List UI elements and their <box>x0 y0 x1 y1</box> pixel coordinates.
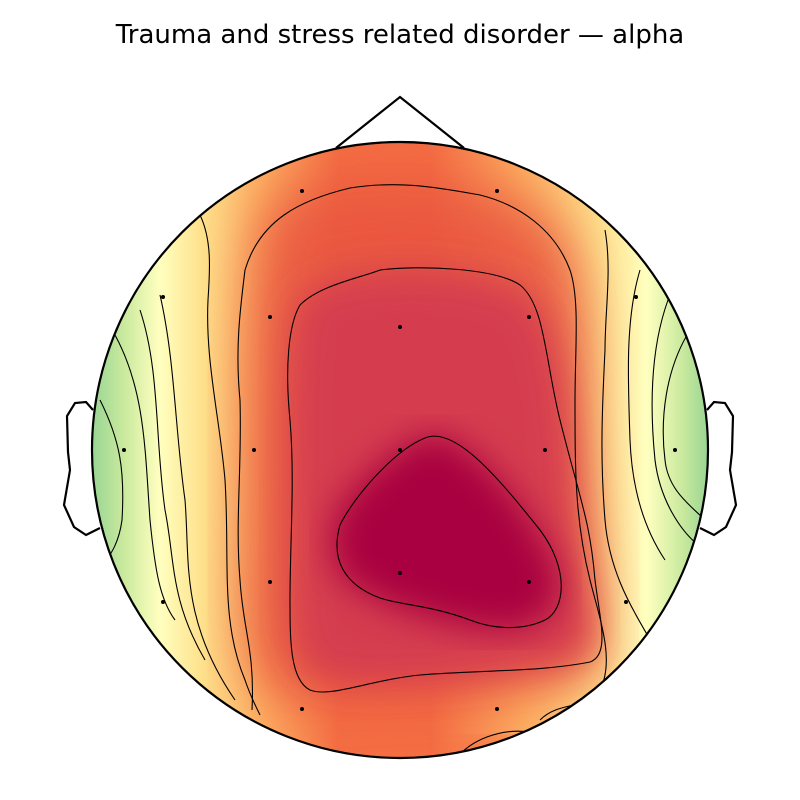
right-ear-outline <box>699 400 738 537</box>
sensor-point <box>624 600 628 604</box>
sensor-point <box>252 448 256 452</box>
contour-edge-left-1 <box>199 214 261 716</box>
figure-title: Trauma and stress related disorder — alp… <box>115 20 685 50</box>
contour-mid <box>237 184 607 721</box>
sensor-point <box>495 707 499 711</box>
nose-outline <box>335 95 465 149</box>
sensor-point <box>398 448 402 452</box>
sensor-point <box>398 325 402 329</box>
sensor-point <box>543 448 547 452</box>
contour-core <box>287 267 603 693</box>
left-ear-outline <box>62 400 101 537</box>
sensor-point <box>527 315 531 319</box>
sensor-point <box>161 295 165 299</box>
contour-edge-left-2 <box>159 294 236 701</box>
head-outline <box>90 140 710 760</box>
sensor-point <box>300 189 304 193</box>
sensor-point <box>268 580 272 584</box>
contour-edge-right-2 <box>627 269 666 561</box>
sensor-point <box>673 448 677 452</box>
color-field <box>92 142 708 758</box>
sensor-point <box>122 448 126 452</box>
sensor-point <box>398 571 402 575</box>
sensor-point <box>634 295 638 299</box>
sensor-point <box>300 707 304 711</box>
contour-edge-right-3 <box>651 299 699 546</box>
contour-edge-right-1 <box>601 229 651 641</box>
sensor-markers <box>122 189 677 711</box>
contour-edge-right-4 <box>662 329 706 521</box>
sensor-point <box>527 580 531 584</box>
contour-edge-left-4 <box>114 334 176 621</box>
contour-lines <box>99 184 706 758</box>
sensor-point <box>268 315 272 319</box>
sensor-point <box>161 600 165 604</box>
sensor-point <box>495 189 499 193</box>
contour-edge-left-3 <box>139 309 206 661</box>
contour-inner <box>336 435 562 629</box>
